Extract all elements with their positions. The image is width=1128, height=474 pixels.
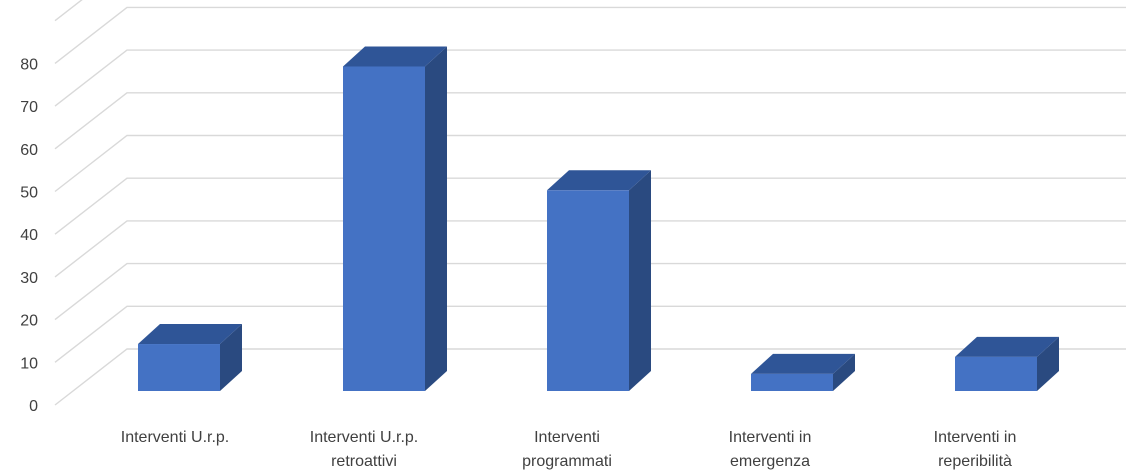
bar-top-face [751,353,855,374]
bar-side-face [425,46,447,391]
bar-front-face [547,190,629,391]
gridline [54,49,1126,107]
x-category-label: Interventi in [934,429,1017,446]
gridline [54,177,1126,235]
bar-front-face [751,373,833,391]
bar-top-face [547,170,651,191]
y-tick-label: 50 [20,185,38,202]
bar [751,353,855,391]
x-category-label: Interventi U.r.p. [310,429,419,446]
gridline [54,348,1126,406]
y-tick-label: 30 [20,270,38,287]
gridlines [54,0,1126,406]
x-axis-category-labels: Interventi U.r.p. Interventi U.r.p. retroa… [121,429,1017,470]
x-category-label: retroattivi [331,453,397,470]
y-tick-label: 0 [29,398,38,415]
x-category-label: programmati [522,453,612,470]
bar-top-face [955,336,1059,357]
y-tick-label: 40 [20,227,38,244]
bars [138,46,1059,391]
gridline [54,220,1126,278]
y-tick-label: 60 [20,142,38,159]
bar-side-face [1037,336,1059,391]
bar [955,336,1059,391]
bar-front-face [138,344,220,391]
x-category-label: Interventi U.r.p. [121,429,230,446]
y-tick-label: 70 [20,99,38,116]
y-tick-label: 20 [20,313,38,330]
gridline [54,92,1126,150]
bar-top-face [343,46,447,67]
bar-side-face [629,170,651,391]
bar-front-face [343,66,425,391]
y-tick-label: 80 [20,56,38,73]
bar [138,324,242,391]
gridline [54,6,1126,64]
x-category-label: Interventi in [729,429,812,446]
gridline [54,134,1126,193]
bar-side-face [833,353,855,391]
gridline [54,262,1126,321]
y-axis-tick-labels: 0 10 20 30 40 50 60 70 80 [20,56,38,415]
x-category-label: emergenza [730,453,810,470]
bar-front-face [955,356,1037,391]
bar-side-face [220,324,242,391]
x-category-label: reperibilità [938,453,1012,470]
x-category-label: Interventi [534,429,600,446]
y-tick-label: 10 [20,355,38,372]
gridline [54,0,83,22]
bar [343,46,447,391]
bar [547,170,651,391]
bar-top-face [138,324,242,345]
gridline [54,305,1126,363]
